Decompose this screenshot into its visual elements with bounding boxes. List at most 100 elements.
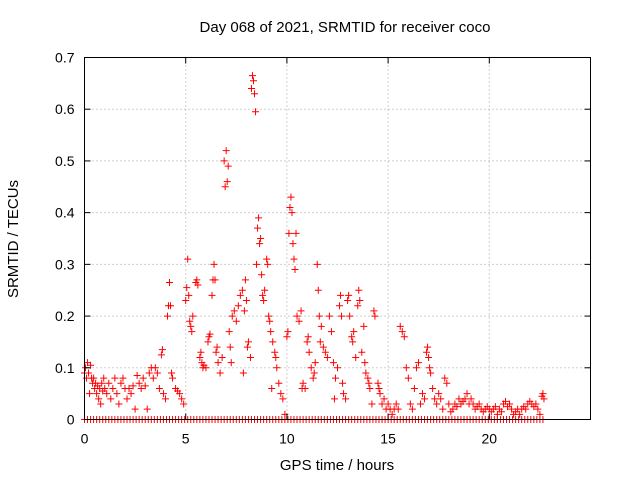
data-point [255,214,263,222]
data-point [295,317,303,325]
data-point [151,364,159,372]
data-point [292,229,300,237]
data-point [271,348,279,356]
data-point [227,359,235,367]
data-point [305,348,313,356]
x-tick-label: 20 [482,431,498,447]
data-point [272,353,280,361]
x-tick-label: 0 [81,431,89,447]
data-point [230,307,238,315]
axis-ticks [84,57,591,420]
data-point [157,351,165,359]
data-point [427,369,435,377]
data-point [188,328,196,336]
data-point [268,384,276,392]
data-point [303,338,311,346]
data-point [206,330,214,338]
data-point [103,390,111,398]
data-point [149,374,157,382]
data-point [378,400,386,408]
data-point [380,395,388,403]
data-point [185,291,193,299]
data-point [267,328,275,336]
data-point [475,400,483,408]
data-point [86,390,94,398]
data-point [129,382,137,390]
data-point [87,361,95,369]
data-point [125,384,133,392]
data-point [226,343,234,351]
data-point [180,400,188,408]
data-point [412,364,420,372]
data-point [461,395,469,403]
data-point [491,403,499,411]
data-point [153,369,161,377]
data-point [223,178,231,186]
data-point [346,312,354,320]
data-point [240,307,248,315]
data-point [307,364,315,372]
data-point [310,369,318,377]
data-point [250,77,258,85]
data-point [243,343,251,351]
data-point [218,353,226,361]
data-point [90,374,98,382]
data-point [168,369,176,377]
data-point [426,364,434,372]
data-point [184,255,192,263]
data-point [358,348,366,356]
data-point [435,390,443,398]
data-point [414,359,422,367]
data-point [364,374,372,382]
data-point [337,291,345,299]
data-point [522,405,530,413]
data-point [225,328,233,336]
data-point [166,278,174,286]
y-tick-label: 0.4 [55,205,75,221]
data-point [431,395,439,403]
data-point [85,369,93,377]
data-point [133,372,141,380]
data-point [299,379,307,387]
data-point [304,333,312,341]
data-point [234,302,242,310]
x-tick-label: 10 [279,431,295,447]
data-point [242,297,250,305]
data-point [370,307,378,315]
data-point [423,348,431,356]
data-point [220,157,228,165]
data-point [248,72,256,80]
data-point [297,307,305,315]
data-point [354,302,362,310]
data-point [232,317,240,325]
data-point [394,405,402,413]
data-point [176,390,184,398]
data-point [251,90,259,98]
data-point [453,403,461,411]
data-point [269,338,277,346]
data-point [256,240,264,248]
y-tick-label: 0.3 [55,256,75,272]
data-point [325,312,333,320]
data-point [467,395,475,403]
data-point [159,390,167,398]
data-point [362,369,370,377]
data-point [244,338,252,346]
data-point [117,379,125,387]
x-tick-label: 15 [380,431,396,447]
data-point [211,276,219,284]
data-point [258,271,266,279]
data-point [374,379,382,387]
data-point [323,353,331,361]
data-point [222,147,230,155]
data-point [344,297,352,305]
data-point [469,400,477,408]
data-point [284,328,292,336]
data-point [161,395,169,403]
data-point [247,85,255,93]
data-point [410,384,418,392]
data-point [316,338,324,346]
data-point [135,379,143,387]
data-point [360,322,368,330]
data-point [246,353,254,361]
